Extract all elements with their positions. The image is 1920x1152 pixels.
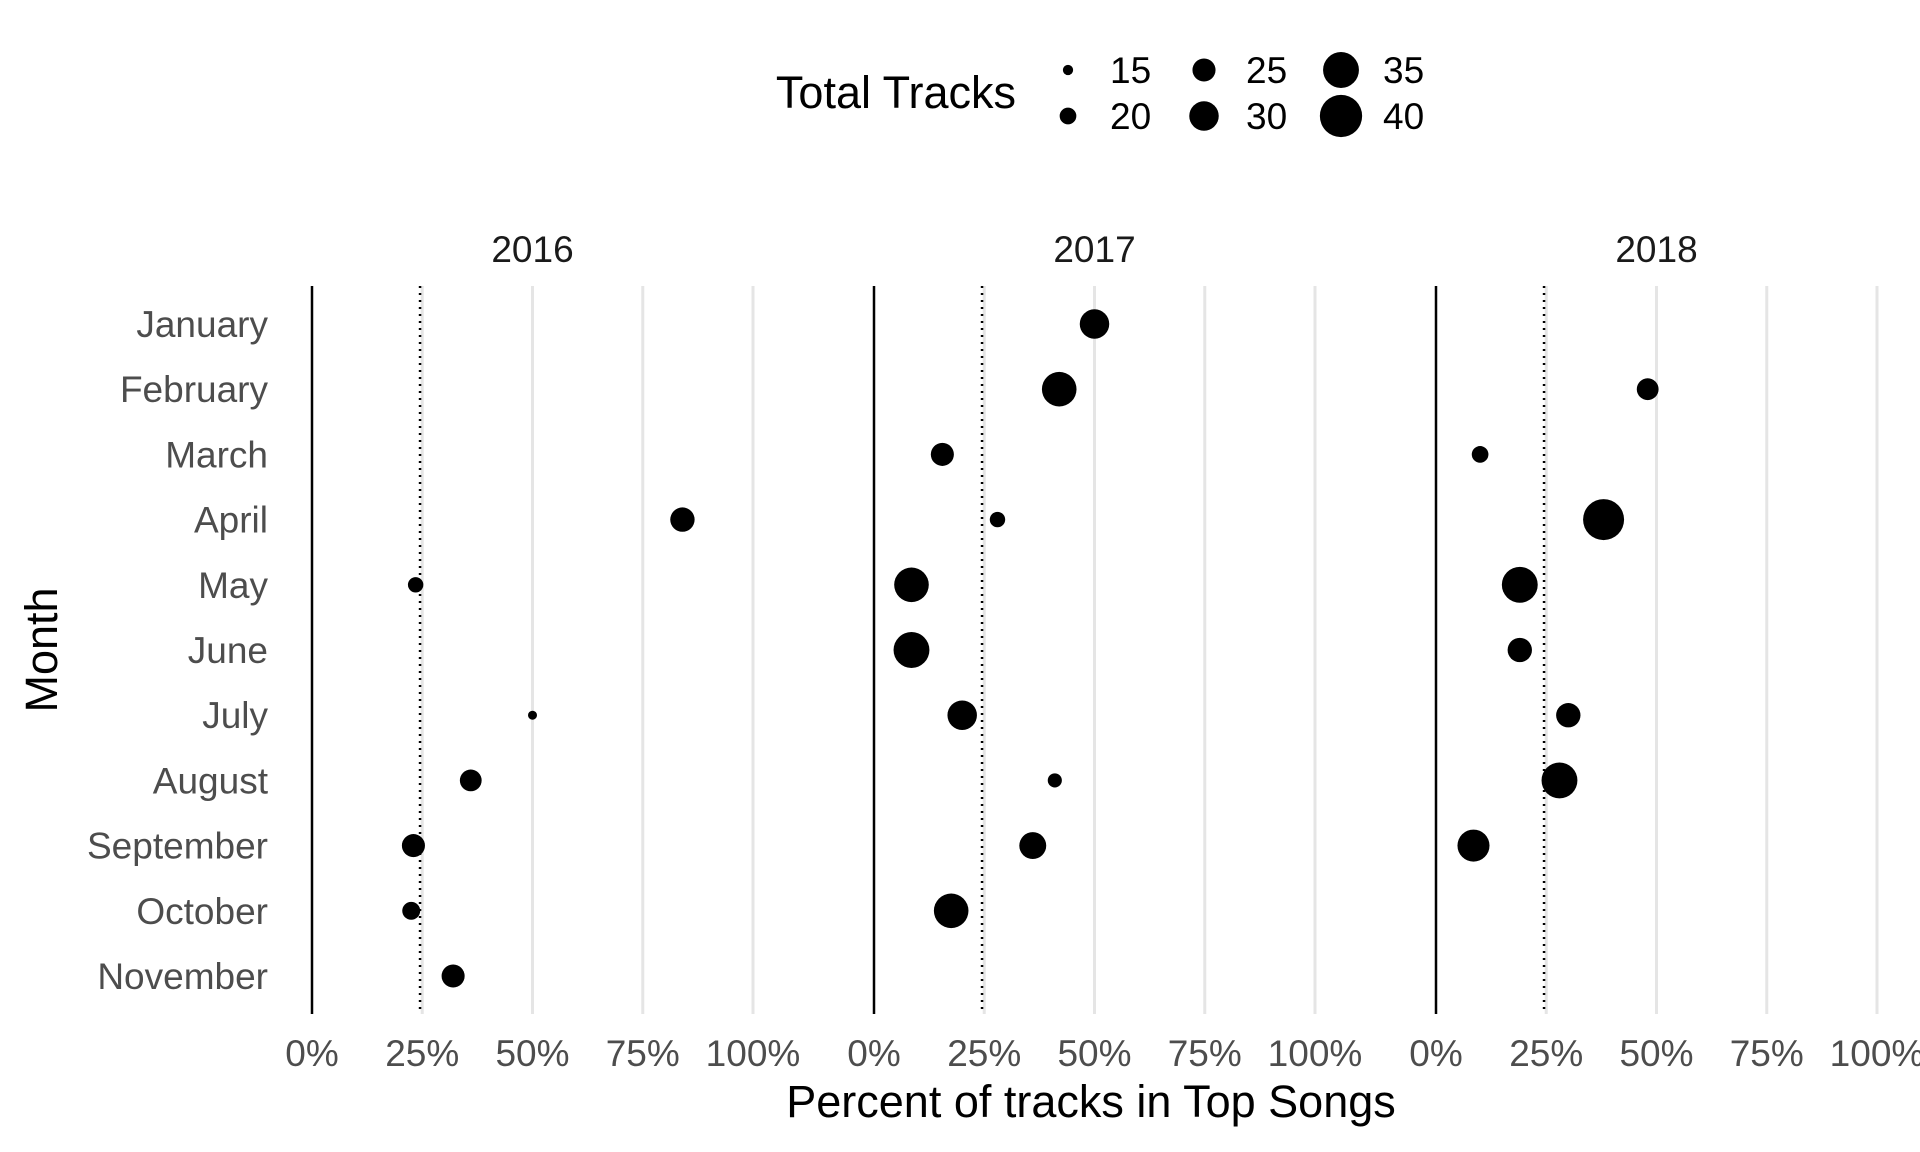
x-tick-label: 50% (1057, 1033, 1131, 1074)
point-2016-october (402, 901, 421, 920)
legend-key-40 (1319, 94, 1363, 138)
x-tick-label: 25% (1509, 1033, 1583, 1074)
point-2018-may (1501, 566, 1538, 603)
x-tick-label: 100% (1830, 1033, 1920, 1074)
panel-label: 2016 (491, 229, 573, 270)
legend-key-35 (1323, 52, 1359, 88)
x-tick-label: 25% (385, 1033, 459, 1074)
point-2016-november (441, 964, 465, 988)
y-tick-october: October (136, 891, 268, 932)
y-tick-february: February (120, 369, 269, 410)
x-tick-label: 50% (1619, 1033, 1693, 1074)
x-tick-label: 0% (285, 1033, 338, 1074)
y-axis: January February March April May June July Augu… (87, 304, 269, 997)
panel-2018: 2018 0% 25% 50% 75% 100% (1409, 229, 1920, 1074)
x-tick-label: 0% (847, 1033, 900, 1074)
point-2017-october (933, 893, 969, 929)
point-2017-january (1079, 309, 1110, 339)
x-tick-label: 25% (947, 1033, 1021, 1074)
legend-key-label: 15 (1110, 50, 1151, 91)
y-tick-june: June (188, 630, 268, 671)
point-2018-september (1457, 829, 1490, 862)
point-2018-july (1556, 703, 1581, 728)
y-tick-august: August (153, 760, 269, 801)
legend-key-15 (1062, 64, 1074, 76)
point-2016-july (528, 710, 537, 720)
y-tick-april: April (194, 500, 268, 541)
panel-2017: 2017 0% 25% 50% 75% 100% (847, 229, 1362, 1074)
x-tick-label: 75% (1730, 1033, 1804, 1074)
panel-label: 2018 (1615, 229, 1697, 270)
point-2018-august (1541, 762, 1578, 799)
legend-key-label: 30 (1246, 96, 1287, 137)
point-2016-may (407, 577, 424, 593)
y-tick-july: July (202, 695, 268, 736)
legend-title: Total Tracks (776, 67, 1016, 118)
legend-key-label: 25 (1246, 50, 1287, 91)
panel-2016: 2016 0% 25% 50% 75% 100% (285, 229, 800, 1074)
x-tick-label: 100% (1268, 1033, 1363, 1074)
point-2018-april (1583, 499, 1625, 541)
x-tick-label: 50% (495, 1033, 569, 1074)
point-2016-september (401, 834, 425, 858)
point-2017-september (1019, 832, 1047, 860)
y-axis-title: Month (16, 587, 67, 712)
x-tick-label: 75% (606, 1033, 680, 1074)
legend-key-25 (1192, 58, 1216, 82)
legend-key-30 (1189, 101, 1219, 131)
legend-key-20 (1059, 107, 1077, 125)
point-2016-august (459, 769, 482, 792)
point-2017-july (947, 700, 977, 730)
point-2017-february (1041, 371, 1077, 407)
legend-key-label: 20 (1110, 96, 1151, 137)
y-tick-january: January (136, 304, 268, 345)
point-2017-june (893, 632, 930, 668)
point-2017-august (1047, 773, 1062, 788)
x-tick-label: 100% (706, 1033, 801, 1074)
x-tick-label: 75% (1168, 1033, 1242, 1074)
x-tick-label: 0% (1409, 1033, 1462, 1074)
legend-key-label: 40 (1383, 96, 1424, 137)
point-2018-june (1507, 637, 1532, 663)
legend-key-label: 35 (1383, 50, 1424, 91)
legend-keys: 15 20 25 30 35 40 (1059, 50, 1424, 138)
x-axis-title: Percent of tracks in Top Songs (786, 1076, 1396, 1127)
point-2018-march (1471, 446, 1489, 463)
point-2017-april (989, 511, 1006, 528)
y-tick-september: September (87, 826, 268, 867)
point-2017-march (930, 442, 954, 466)
legend: Total Tracks 15 20 25 30 35 40 (776, 50, 1424, 138)
panel-label: 2017 (1053, 229, 1135, 270)
point-2018-february (1636, 378, 1659, 401)
y-tick-may: May (198, 565, 268, 606)
point-2017-may (894, 567, 929, 603)
y-tick-november: November (97, 956, 268, 997)
point-2016-april (670, 507, 695, 532)
y-tick-march: March (165, 434, 268, 475)
